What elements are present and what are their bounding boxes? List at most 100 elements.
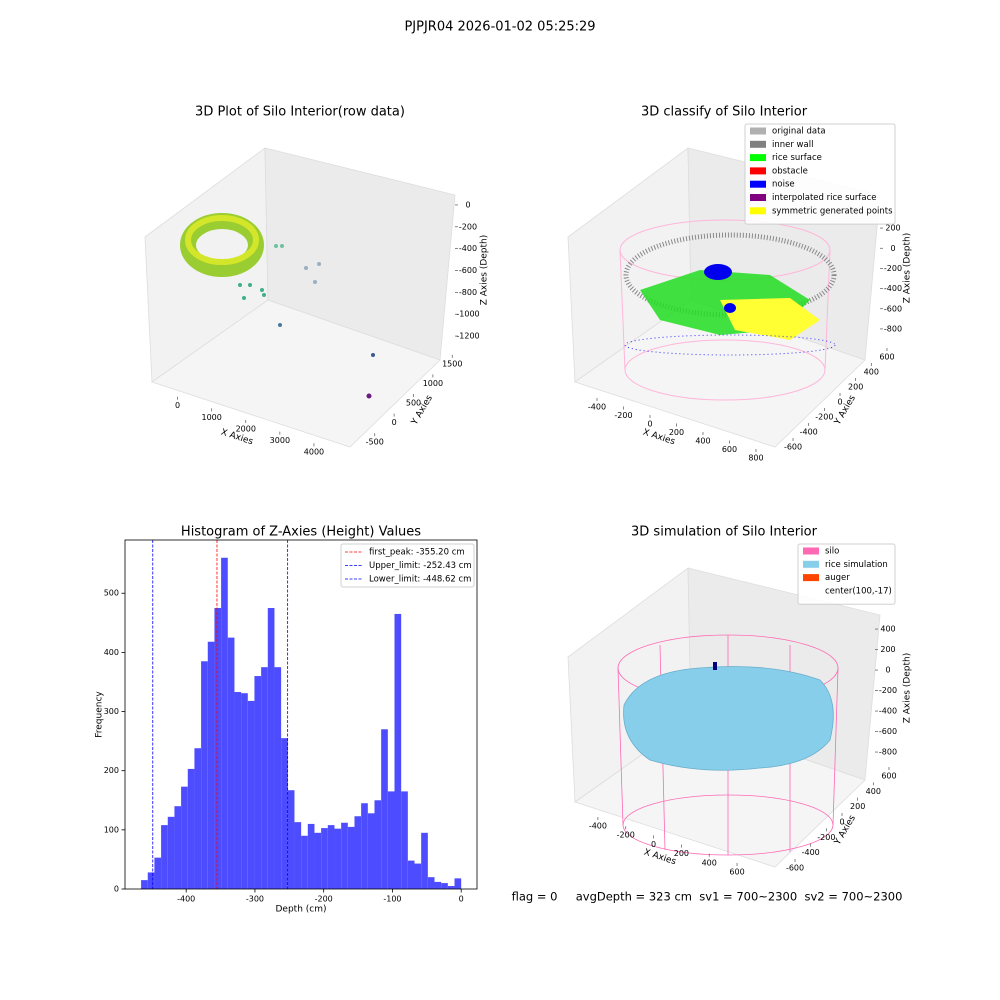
x-tick-label: 600 [729, 868, 744, 877]
y-tick-label: -400 [800, 428, 818, 437]
y-tick-label: 400 [104, 648, 119, 657]
x-tick-label: 0 [647, 419, 652, 428]
z-axis-label: Z Axies (Depth) [903, 653, 913, 724]
bar [414, 863, 422, 889]
x-axis-label: Depth (cm) [275, 905, 326, 915]
bar [154, 857, 162, 889]
chart-title: Histogram of Z-Axies (Height) Values [181, 525, 421, 540]
legend-label: Lower_limit: -448.62 cm [369, 575, 471, 585]
legend-label: symmetric generated points [772, 206, 893, 216]
annotation: flag = 0 avgDepth = 323 cm sv1 = 700~230… [512, 890, 903, 904]
x-tick-label: 0 [459, 895, 464, 904]
z-tick-label: -400 [459, 244, 477, 253]
x-tick-label: -200 [614, 411, 632, 420]
legend-box [744, 123, 896, 225]
z-tick-label: -1200 [456, 332, 479, 341]
bar [307, 823, 315, 889]
z-tick-label: -800 [884, 324, 902, 333]
y-tick-label: -600 [784, 443, 802, 452]
y-tick-label: -200 [815, 413, 833, 422]
bar [301, 835, 308, 889]
legend-swatch [750, 167, 766, 175]
silo-simulation [617, 634, 839, 856]
y-tick-label: -400 [802, 848, 820, 857]
chart-title: 3D Plot of Silo Interior(row data) [195, 105, 405, 120]
bar [174, 806, 182, 889]
legend-box [797, 543, 896, 605]
bar [321, 828, 328, 889]
z-tick-label: 200 [880, 645, 895, 654]
figure-title: PJPJR04 2026-01-02 05:25:29 [404, 20, 595, 35]
legend-swatch [750, 194, 766, 201]
legend-label: interpolated rice surface [772, 193, 877, 203]
x-tick-label: -100 [383, 895, 401, 904]
chart-title: 3D classify of Silo Interior [641, 105, 808, 120]
x-tick-label: 400 [702, 858, 717, 867]
bar [287, 790, 295, 889]
x-tick-label: 0 [651, 840, 656, 849]
x-tick-label: -200 [617, 831, 635, 840]
y-tick-label: 0 [837, 398, 842, 407]
bar [314, 832, 322, 889]
bar [374, 800, 382, 889]
legend-swatch [750, 154, 766, 162]
bar [327, 825, 335, 889]
bar [207, 641, 215, 889]
z-tick-label: 200 [885, 224, 900, 233]
z-tick-label: 0 [890, 244, 895, 253]
bar [214, 608, 222, 889]
z-tick-label: 400 [880, 625, 895, 634]
x-tick-label: -400 [177, 895, 195, 904]
z-tick-label: -1000 [456, 310, 479, 319]
chart-title: 3D simulation of Silo Interior [631, 525, 818, 540]
y-tick-label: 500 [104, 589, 119, 598]
y-axis-label: Frequency [95, 691, 105, 738]
panel-3d-box [144, 147, 456, 448]
bar [241, 693, 248, 889]
bar [334, 828, 342, 889]
y-tick-label: 0 [839, 818, 844, 827]
bar [281, 738, 288, 889]
bar [381, 729, 388, 889]
x-tick-label: 200 [669, 428, 684, 437]
x-tick-label: 3000 [270, 436, 290, 445]
bar [421, 832, 428, 889]
bar [181, 786, 188, 889]
bar [247, 700, 255, 889]
y-tick-label: 1000 [423, 379, 443, 388]
bar [394, 613, 402, 889]
bar [141, 880, 148, 889]
y-tick-label: 400 [864, 368, 879, 377]
z-tick-label: -200 [459, 222, 477, 231]
z-tick-label: 0 [885, 666, 890, 675]
legend-box [340, 543, 475, 588]
bar [434, 881, 442, 889]
z-axis-label: Z Axies (Depth) [903, 233, 913, 304]
y-tick-label: -500 [366, 438, 384, 447]
x-tick-label: -300 [246, 895, 264, 904]
x-tick-label: -400 [588, 402, 606, 411]
legend-swatch [750, 127, 766, 135]
legend-swatch [803, 560, 819, 568]
y-tick-label: 200 [848, 383, 863, 392]
y-tick-label: 1500 [442, 359, 462, 368]
y-tick-label: 600 [881, 771, 896, 780]
y-tick-label: 200 [104, 766, 119, 775]
legend-label: rice simulation [825, 560, 888, 570]
legend-swatch [803, 547, 819, 555]
bar [161, 825, 168, 889]
bar [441, 883, 448, 889]
z-tick-label: -600 [884, 304, 902, 313]
bar [361, 803, 368, 889]
legend-label: obstacle [772, 166, 808, 176]
bar [234, 692, 242, 889]
bar [147, 872, 155, 889]
x-tick-label: 0 [175, 401, 180, 410]
bar [427, 877, 435, 889]
y-axis-label: Y Axies [832, 393, 858, 427]
bar [454, 878, 462, 889]
legend-label: rice surface [772, 153, 822, 163]
x-tick-label: -400 [589, 822, 607, 831]
plot-frame [124, 539, 478, 890]
bar [167, 816, 175, 889]
